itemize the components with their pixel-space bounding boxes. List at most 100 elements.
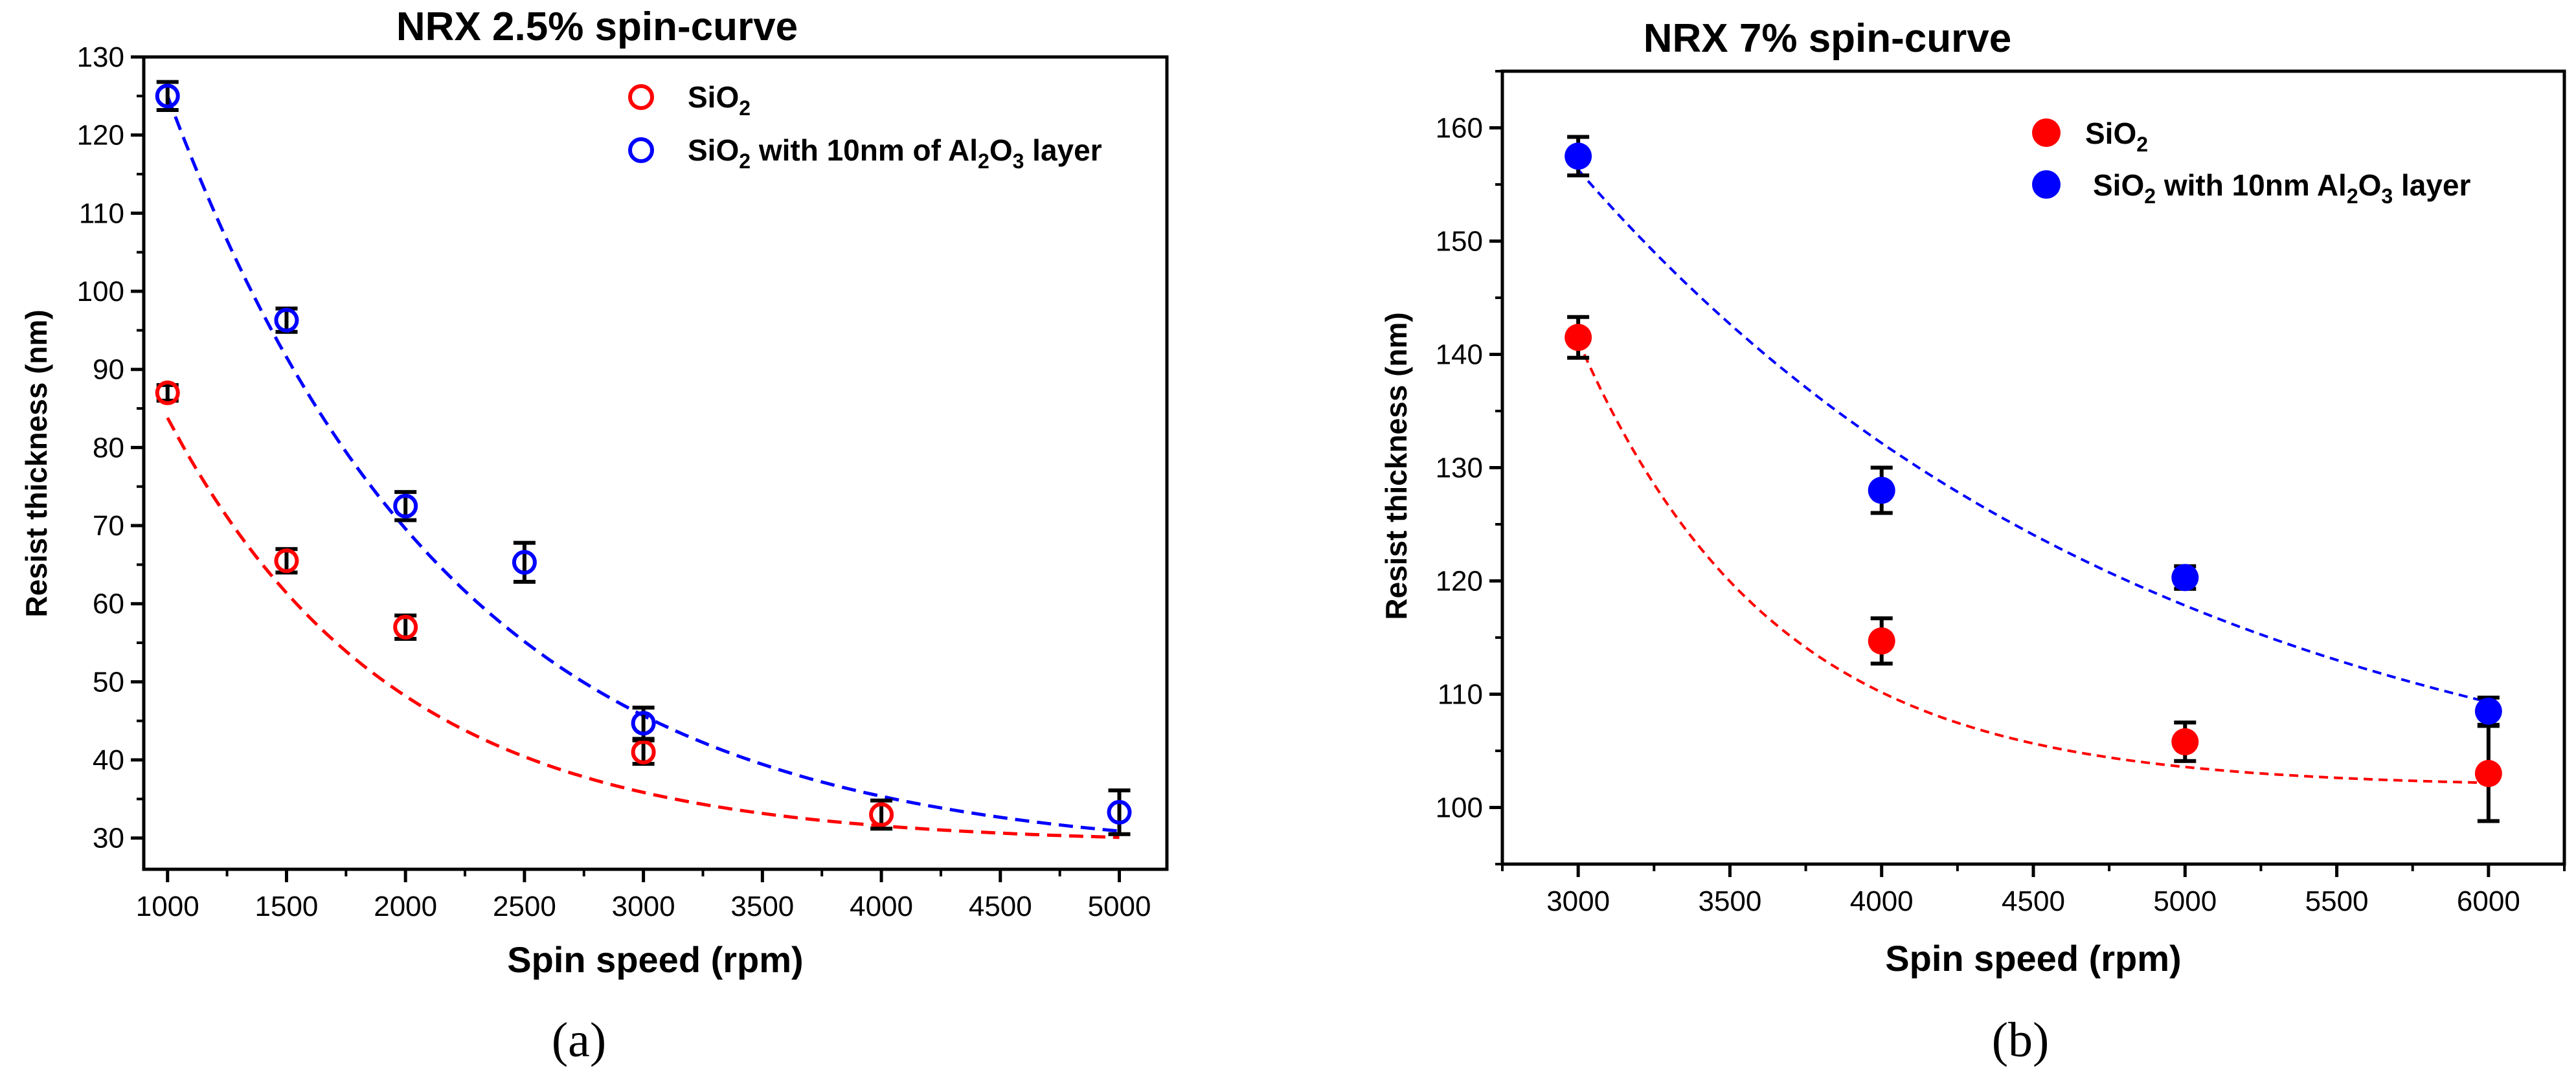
data-point-series-1 bbox=[1868, 465, 1895, 515]
marker bbox=[155, 83, 180, 109]
chart-b-legend-marker-sio2 bbox=[2032, 118, 2061, 147]
y-tick-label: 50 bbox=[93, 666, 124, 698]
data-point-series-0 bbox=[1565, 315, 1592, 360]
chart-b-legend-label-sio2: SiO2 bbox=[2085, 117, 2148, 156]
chart-a-data-points bbox=[155, 80, 1132, 836]
data-point-series-1 bbox=[1565, 135, 1592, 177]
data-point-series-1 bbox=[2474, 695, 2502, 727]
y-tick-label: 160 bbox=[1436, 113, 1483, 144]
y-tick-label: 130 bbox=[1436, 452, 1483, 484]
chart-a-y-axis-label: Resist thickness (nm) bbox=[19, 309, 53, 617]
data-point-series-0 bbox=[869, 798, 894, 831]
marker bbox=[869, 802, 894, 827]
x-tick-label: 3000 bbox=[1546, 885, 1610, 917]
x-tick-label: 2500 bbox=[493, 891, 556, 922]
data-point-series-1 bbox=[274, 306, 299, 334]
marker bbox=[2171, 728, 2199, 755]
x-tick-label: 5000 bbox=[2153, 885, 2217, 917]
data-point-series-0 bbox=[2171, 720, 2199, 763]
data-point-series-0 bbox=[1868, 616, 1895, 666]
data-point-series-0 bbox=[631, 738, 656, 766]
chart-b-legend: SiO2 SiO2 with 10nm Al2O3 layer bbox=[2032, 117, 2471, 208]
marker bbox=[274, 548, 299, 573]
x-tick-label: 3500 bbox=[1698, 885, 1761, 917]
fit-curve-series-0 bbox=[1577, 340, 2489, 784]
fit-curve-series-0 bbox=[166, 417, 1120, 840]
data-point-series-0 bbox=[274, 547, 299, 575]
marker bbox=[2474, 697, 2502, 725]
y-tick-label: 110 bbox=[1438, 679, 1483, 711]
y-tick-label: 120 bbox=[77, 120, 124, 151]
x-tick-label: 5500 bbox=[2305, 885, 2369, 917]
y-tick-label: 130 bbox=[77, 41, 124, 73]
y-tick-label: 120 bbox=[1436, 566, 1483, 597]
data-point-series-0 bbox=[155, 380, 180, 405]
chart-panel-b: NRX 7% spin-curve 3000 3500 4000 4500 5000 55… bbox=[1379, 16, 2566, 1067]
x-tick-label: 6000 bbox=[2457, 885, 2520, 917]
marker bbox=[393, 493, 418, 518]
x-tick-label: 4500 bbox=[969, 891, 1032, 922]
x-tick-label: 3500 bbox=[730, 891, 794, 922]
x-tick-label: 1500 bbox=[255, 891, 319, 922]
chart-b-title: NRX 7% spin-curve bbox=[1644, 16, 2012, 61]
x-tick-label: 3000 bbox=[612, 891, 675, 922]
data-point-series-0 bbox=[2474, 724, 2502, 823]
y-tick-label: 100 bbox=[1436, 792, 1483, 824]
marker bbox=[512, 550, 537, 575]
y-tick-label: 140 bbox=[1436, 339, 1483, 371]
chart-a-ticks: 1000 1500 2000 2500 3000 3500 4000 4500 5000 30 40… bbox=[77, 41, 1151, 922]
chart-panel-a: NRX 2.5% spin-curve 1000 1500 2000 2500 3000… bbox=[19, 5, 1169, 1067]
marker bbox=[274, 307, 299, 333]
chart-a-caption: (a) bbox=[552, 1013, 606, 1067]
chart-a-legend-marker-sio2 bbox=[628, 84, 654, 110]
chart-a-legend: SiO2 SiO2 with 10nm of Al2O3 layer bbox=[628, 80, 1102, 173]
data-point-series-1 bbox=[631, 706, 656, 741]
x-tick-label: 5000 bbox=[1088, 891, 1151, 922]
marker bbox=[155, 380, 180, 405]
data-point-series-0 bbox=[393, 613, 418, 641]
marker bbox=[1565, 324, 1592, 351]
chart-b-legend-label-al2o3: SiO2 with 10nm Al2O3 layer bbox=[2093, 168, 2471, 208]
chart-a-x-axis-label: Spin speed (rpm) bbox=[507, 939, 803, 980]
y-tick-label: 150 bbox=[1436, 226, 1483, 258]
data-point-series-1 bbox=[393, 490, 418, 522]
marker bbox=[1107, 799, 1132, 825]
y-tick-label: 30 bbox=[93, 823, 124, 854]
chart-a-legend-marker-al2o3 bbox=[628, 137, 654, 163]
y-tick-label: 60 bbox=[93, 588, 124, 620]
data-point-series-1 bbox=[155, 80, 180, 113]
data-point-series-1 bbox=[2171, 564, 2199, 592]
y-tick-label: 100 bbox=[77, 276, 124, 307]
marker bbox=[631, 739, 656, 764]
chart-b-ticks: 3000 3500 4000 4500 5000 5500 6000 100 110 120 130… bbox=[1436, 70, 2566, 917]
chart-b-caption: (b) bbox=[1992, 1013, 2050, 1067]
chart-a-plot-frame bbox=[142, 55, 1169, 871]
x-tick-label: 2000 bbox=[374, 891, 437, 922]
chart-a-legend-label-al2o3: SiO2 with 10nm of Al2O3 layer bbox=[688, 133, 1102, 173]
y-tick-label: 70 bbox=[93, 510, 124, 542]
marker bbox=[1565, 142, 1592, 170]
x-tick-label: 4000 bbox=[850, 891, 913, 922]
x-tick-label: 1000 bbox=[136, 891, 199, 922]
chart-b-legend-marker-al2o3 bbox=[2032, 170, 2061, 199]
y-tick-label: 90 bbox=[93, 354, 124, 386]
data-point-series-1 bbox=[512, 540, 537, 584]
fit-curve-series-1 bbox=[1577, 168, 2489, 704]
chart-a-legend-label-sio2: SiO2 bbox=[688, 80, 751, 120]
x-tick-label: 4000 bbox=[1850, 885, 1914, 917]
chart-a-title: NRX 2.5% spin-curve bbox=[396, 5, 798, 49]
y-tick-label: 110 bbox=[79, 197, 124, 229]
data-point-series-1 bbox=[1107, 788, 1132, 836]
chart-b-x-axis-label: Spin speed (rpm) bbox=[1885, 938, 2181, 979]
x-tick-label: 4500 bbox=[2002, 885, 2065, 917]
y-tick-label: 80 bbox=[93, 432, 124, 463]
marker bbox=[1868, 627, 1895, 655]
chart-b-fit-curves bbox=[1577, 168, 2489, 784]
marker bbox=[2171, 564, 2199, 592]
marker bbox=[631, 711, 656, 736]
chart-b-y-axis-label: Resist thickness (nm) bbox=[1379, 312, 1413, 619]
marker bbox=[393, 614, 418, 640]
marker bbox=[1868, 476, 1895, 504]
chart-b-data-points bbox=[1565, 135, 2502, 823]
